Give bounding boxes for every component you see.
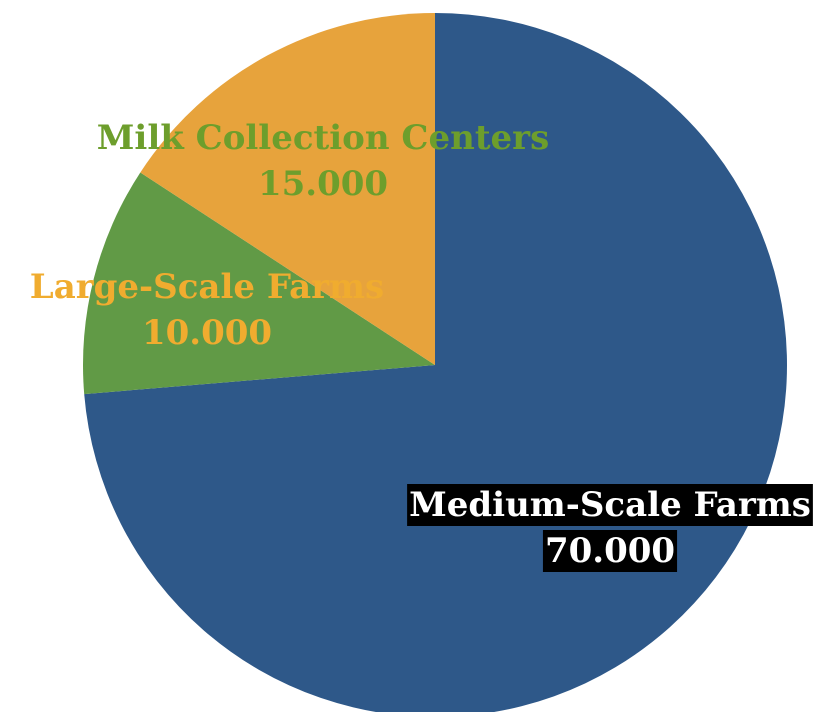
slice-label-name: Large-Scale Farms: [30, 267, 384, 307]
slice-label-name: Medium-Scale Farms: [409, 485, 811, 525]
slice-label-value: 10.000: [142, 313, 272, 353]
pie-labels: Medium-Scale Farms 70.000 Large-Scale Farm…: [30, 118, 813, 572]
pie-slice-large-scale-farms: [82, 172, 435, 395]
slice-label-milk-collection-centers: Milk Collection Centers 15.000: [97, 118, 549, 204]
slice-label-large-scale-farms: Large-Scale Farms 10.000: [30, 267, 384, 353]
slice-label-value: 15.000: [258, 164, 388, 204]
slice-label-medium-scale-farms: Medium-Scale Farms 70.000: [407, 484, 813, 572]
slice-label-name: Milk Collection Centers: [97, 118, 549, 158]
pie-slice-milk-collection-centers: [140, 13, 436, 365]
slice-label-background: [407, 484, 813, 526]
slice-label-background: [542, 530, 678, 572]
slice-label-value: 70.000: [545, 531, 675, 571]
